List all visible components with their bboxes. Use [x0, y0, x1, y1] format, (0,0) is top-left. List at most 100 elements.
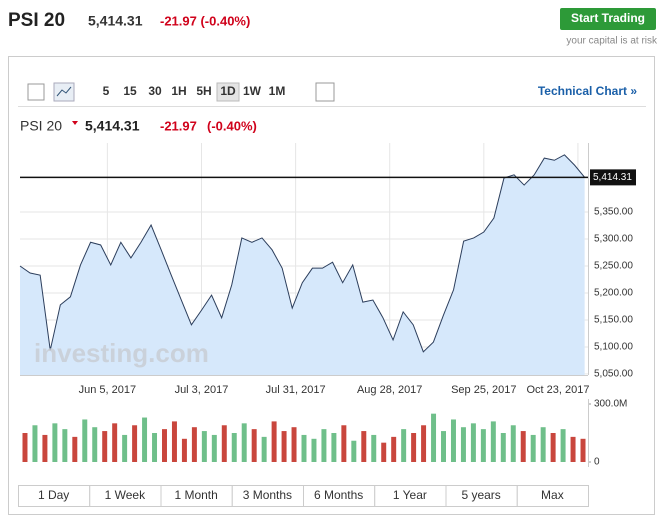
- volume-bar: [371, 434, 377, 462]
- interval-button[interactable]: 1W: [243, 84, 262, 98]
- price-area: [20, 154, 585, 375]
- y-tick-label: 5,250.00: [594, 261, 633, 272]
- volume-bar: [211, 434, 217, 462]
- change: -21.97 (-0.40%): [160, 13, 250, 28]
- down-arrow: [72, 121, 78, 125]
- y-tick-label: 5,150.00: [594, 315, 633, 326]
- volume-bar: [331, 433, 337, 462]
- volume-bar: [441, 431, 446, 462]
- volume-bar: [241, 423, 247, 462]
- chart-change: -21.97: [160, 118, 197, 133]
- y-tick-label: 5,300.00: [594, 234, 633, 245]
- range-label[interactable]: Max: [541, 488, 564, 502]
- x-tick-label: Jul 31, 2017: [266, 384, 326, 396]
- volume-bar: [460, 427, 466, 462]
- chart-percent: (-0.40%): [207, 118, 257, 133]
- last-price-box: [590, 169, 636, 186]
- volume-bar: [520, 431, 526, 462]
- technical-link[interactable]: Technical Chart »: [538, 84, 637, 98]
- y-tick-label: 5,100.00: [594, 342, 633, 353]
- volume-bar: [221, 425, 227, 462]
- volume-bar: [341, 425, 347, 462]
- volume-bar: [231, 433, 237, 462]
- volume-bar: [311, 438, 317, 462]
- range-label[interactable]: 1 Week: [105, 488, 146, 502]
- y-tick-label: 300.0M: [594, 399, 627, 410]
- interval-button[interactable]: 1H: [171, 84, 186, 98]
- price: 5,414.31: [88, 13, 143, 29]
- volume-bar: [431, 413, 437, 462]
- volume-bar: [500, 433, 506, 462]
- volume-bar: [171, 421, 177, 462]
- volume-bar: [112, 423, 118, 462]
- chart-type-icons[interactable]: [27, 82, 335, 102]
- range-label[interactable]: 3 Months: [243, 488, 292, 502]
- price-line: [19, 154, 586, 353]
- volume-bar: [271, 421, 277, 462]
- cta-note: your capital is at risk: [566, 36, 658, 47]
- volume-bar: [92, 427, 98, 462]
- volume-bar: [251, 429, 257, 462]
- title: PSI 20: [8, 10, 65, 31]
- volume-bar: [540, 427, 546, 462]
- y-tick-label: 5,350.00: [594, 207, 633, 218]
- volume-bar: [181, 438, 187, 462]
- range-label[interactable]: 1 Month: [174, 488, 217, 502]
- volume-bar: [72, 436, 78, 462]
- volume-bar: [62, 429, 68, 462]
- volume-bar: [411, 433, 417, 462]
- volume-bar: [351, 440, 357, 462]
- y-tick-label: 5,050.00: [594, 369, 633, 380]
- x-tick-label: Aug 28, 2017: [357, 384, 422, 396]
- x-tick-label: Jul 3, 2017: [175, 384, 229, 396]
- cta-button[interactable]: [560, 8, 656, 30]
- watermark: investing.com: [34, 338, 209, 368]
- interval-button[interactable]: 30: [148, 84, 162, 98]
- interval-button[interactable]: 1M: [269, 84, 286, 98]
- interval-button[interactable]: 5: [103, 84, 110, 98]
- y-tick-label: 5,200.00: [594, 288, 633, 299]
- settings-icon[interactable]: [315, 82, 335, 102]
- range-label[interactable]: 6 Months: [314, 488, 363, 502]
- volume-bar: [291, 427, 297, 462]
- volume-bar: [321, 429, 327, 462]
- volume-bar: [32, 425, 38, 462]
- volume-bar: [132, 425, 138, 462]
- volume-bar: [470, 423, 476, 462]
- volume-bar: [510, 425, 516, 462]
- y-tick-label: 0: [594, 457, 600, 468]
- volume-bar: [490, 421, 496, 462]
- candle-icon[interactable]: [27, 83, 45, 101]
- range-label[interactable]: 5 years: [461, 488, 500, 502]
- volume-bar: [82, 419, 88, 462]
- volume-bar: [421, 425, 427, 462]
- interval-button[interactable]: 5H: [196, 84, 211, 98]
- range-label[interactable]: 1 Year: [393, 488, 427, 502]
- volume-bar: [480, 429, 486, 462]
- volume-bar: [361, 431, 367, 462]
- volume-bar: [391, 436, 397, 462]
- volume-bar: [450, 419, 456, 462]
- volume-bar: [201, 431, 207, 462]
- volume-bar: [580, 438, 586, 462]
- volume-bar: [281, 431, 287, 462]
- volume-bar: [22, 433, 28, 462]
- volume-bar: [152, 433, 158, 462]
- cta-label[interactable]: Start Trading: [571, 11, 645, 25]
- x-tick-label: Sep 25, 2017: [451, 384, 516, 396]
- range-button[interactable]: [516, 485, 589, 507]
- volume-bar: [570, 436, 576, 462]
- volume-bar: [301, 434, 307, 462]
- chart-name: PSI 20: [20, 118, 62, 134]
- range-label[interactable]: 1 Day: [38, 488, 69, 502]
- x-tick-label: Jun 5, 2017: [79, 384, 137, 396]
- volume-bar: [261, 436, 267, 462]
- interval-active[interactable]: [216, 82, 240, 102]
- interval-button[interactable]: 1D: [220, 84, 236, 98]
- volume-bar: [530, 434, 536, 462]
- volume-bar: [560, 429, 566, 462]
- x-tick-label: Oct 23, 2017: [527, 384, 590, 396]
- volume-bar: [42, 434, 48, 462]
- interval-button[interactable]: 15: [123, 84, 137, 98]
